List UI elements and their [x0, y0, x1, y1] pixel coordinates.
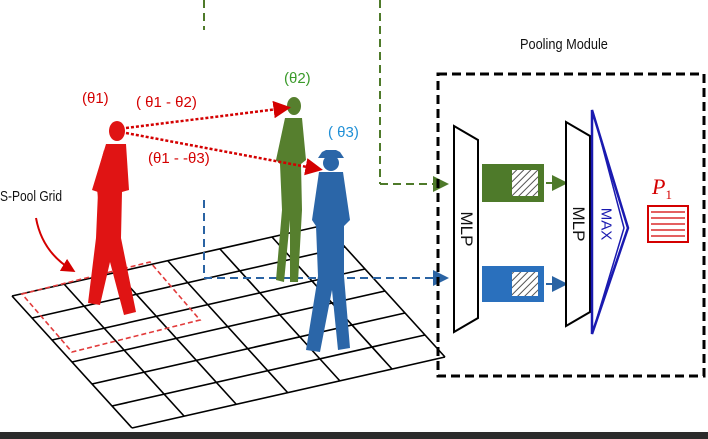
max-pool-inner: [596, 125, 625, 319]
output-subscript: 1: [665, 187, 672, 202]
max-pool-block: [590, 109, 630, 335]
mlp-block-2: [565, 120, 591, 328]
theta1-label: (θ1): [82, 90, 109, 107]
blue-feature-vector: [482, 266, 544, 302]
pooling-module-box: [436, 72, 706, 378]
green-connector: [203, 0, 449, 192]
theta2-label: (θ2): [284, 70, 311, 87]
output-symbol: P: [652, 174, 666, 199]
mlp1-label: MLP: [457, 211, 476, 247]
module-title: Pooling Module: [520, 36, 608, 53]
mlp-block-1: [453, 124, 479, 334]
relative-label-1-3: (θ1 - -θ3): [148, 150, 210, 167]
bottom-border: [0, 432, 708, 439]
theta3-label: ( θ3): [328, 124, 359, 141]
person-green: [276, 97, 306, 282]
grid-selection-outline: [20, 261, 202, 353]
person-blue: [306, 150, 350, 352]
output-vector: [647, 205, 689, 243]
green-feature-vector: [482, 164, 544, 202]
relative-label-1-2: ( θ1 - θ2): [136, 94, 197, 111]
person-red: [88, 121, 136, 315]
max-label: MAX: [597, 207, 615, 241]
relative-arrows: [125, 100, 323, 176]
grid-label-pointer: [35, 217, 76, 273]
mlp2-label: MLP: [569, 206, 588, 242]
output-label: P1: [652, 174, 672, 203]
grid-label: S-Pool Grid: [0, 188, 63, 205]
pooling-grid: [11, 224, 446, 429]
